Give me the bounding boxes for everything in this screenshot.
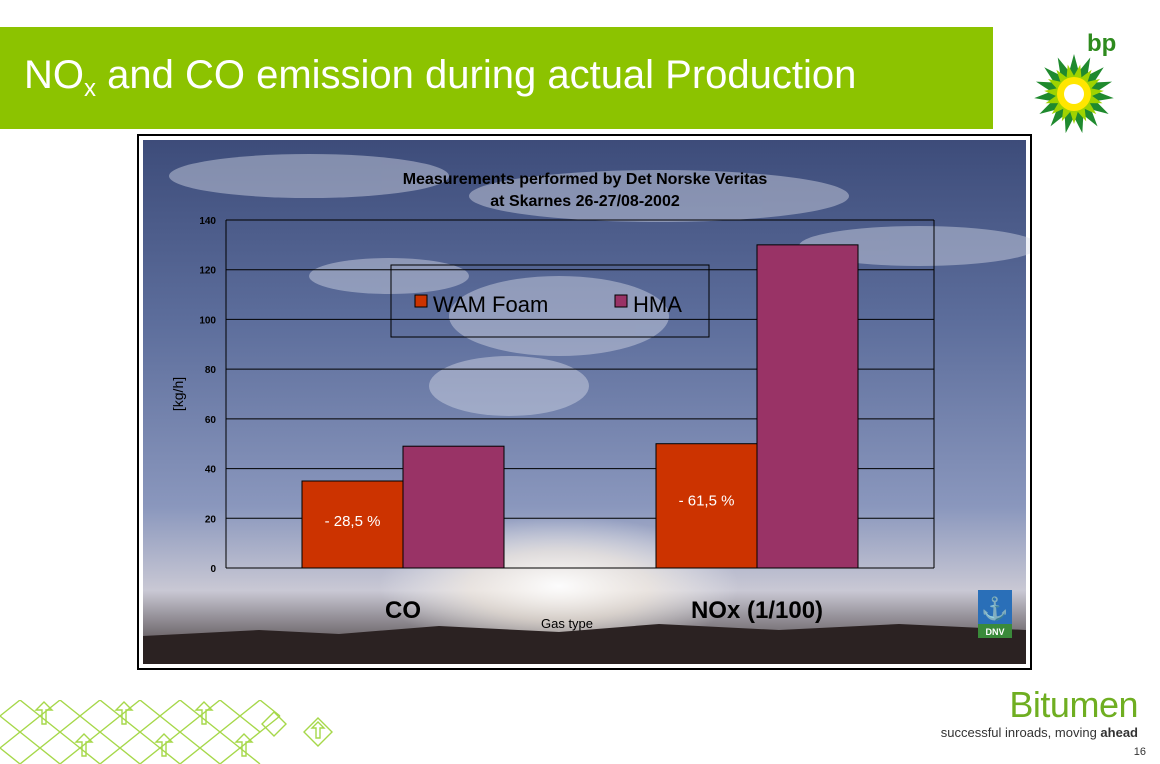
bar-wam-foam-1: [655, 443, 758, 569]
y-tick-label: 20: [205, 514, 217, 525]
title-band: NOx and CO emission during actual Produc…: [0, 27, 993, 129]
bar-annotation: - 28,5 %: [325, 513, 381, 530]
bars: [301, 244, 859, 569]
title-main: NO: [24, 53, 84, 97]
x-axis-label: Gas type: [541, 616, 593, 631]
chart-subtitle: at Skarnes 26-27/08-2002: [490, 193, 680, 210]
annotations: - 28,5 % - 61,5 %: [325, 493, 735, 531]
y-tick-label: 120: [199, 266, 216, 277]
brand-name: Bitumen: [1009, 684, 1138, 725]
title-rest: and CO emission during actual Production: [96, 53, 857, 97]
bar-hma-0: [402, 445, 505, 569]
legend-swatch-wam-foam: [414, 294, 428, 308]
tagline-bold: ahead: [1100, 725, 1138, 740]
y-axis-label: [kg/h]: [170, 377, 186, 411]
page-number: 16: [1133, 746, 1146, 758]
y-tick-label: 100: [199, 315, 216, 326]
y-tick-label: 80: [205, 365, 217, 376]
dnv-logo-icon: ⚓ DNV: [978, 590, 1012, 640]
horizon-silhouette: [143, 624, 1026, 664]
bar-annotation: - 61,5 %: [679, 493, 735, 510]
y-tick-label: 60: [205, 415, 217, 426]
legend-label-hma: HMA: [633, 292, 682, 317]
bar-wam-foam-0: [301, 480, 404, 569]
dnv-logo-text: DNV: [985, 627, 1004, 637]
chart-frame: Measurements performed by Det Norske Ver…: [137, 134, 1039, 670]
x-category-label: CO: [385, 597, 421, 624]
bp-helios-logo-icon: [1032, 52, 1116, 136]
tagline-regular: successful inroads, moving: [940, 725, 1101, 740]
brand-tagline: successful inroads, moving ahead: [941, 725, 1138, 740]
clouds: [169, 154, 1039, 416]
slide-title: NOx and CO emission during actual Produc…: [24, 53, 856, 103]
legend-swatch-hma: [614, 294, 628, 308]
legend-label-wam-foam: WAM Foam: [433, 292, 548, 317]
svg-text:⚓: ⚓: [981, 596, 1008, 621]
title-subscript: x: [84, 75, 96, 102]
x-category-label: NOx (1/100): [691, 597, 823, 624]
y-tick-label: 140: [199, 216, 216, 227]
y-tick-label: 40: [205, 465, 217, 476]
arrow-pattern-decoration: [0, 700, 333, 764]
bar-hma-1: [756, 244, 859, 569]
x-axis-categories: CO NOx (1/100): [385, 597, 823, 624]
legend: WAM Foam HMA: [390, 264, 710, 338]
y-tick-label: 0: [210, 564, 216, 575]
emission-chart: Measurements performed by Det Norske Ver…: [143, 140, 1039, 664]
bp-logo-text: bp: [1087, 30, 1117, 57]
y-axis-ticks: 0 20 40 60 80 100 120 140: [199, 216, 216, 575]
chart-title: Measurements performed by Det Norske Ver…: [403, 171, 768, 188]
legend-box: [390, 264, 710, 338]
